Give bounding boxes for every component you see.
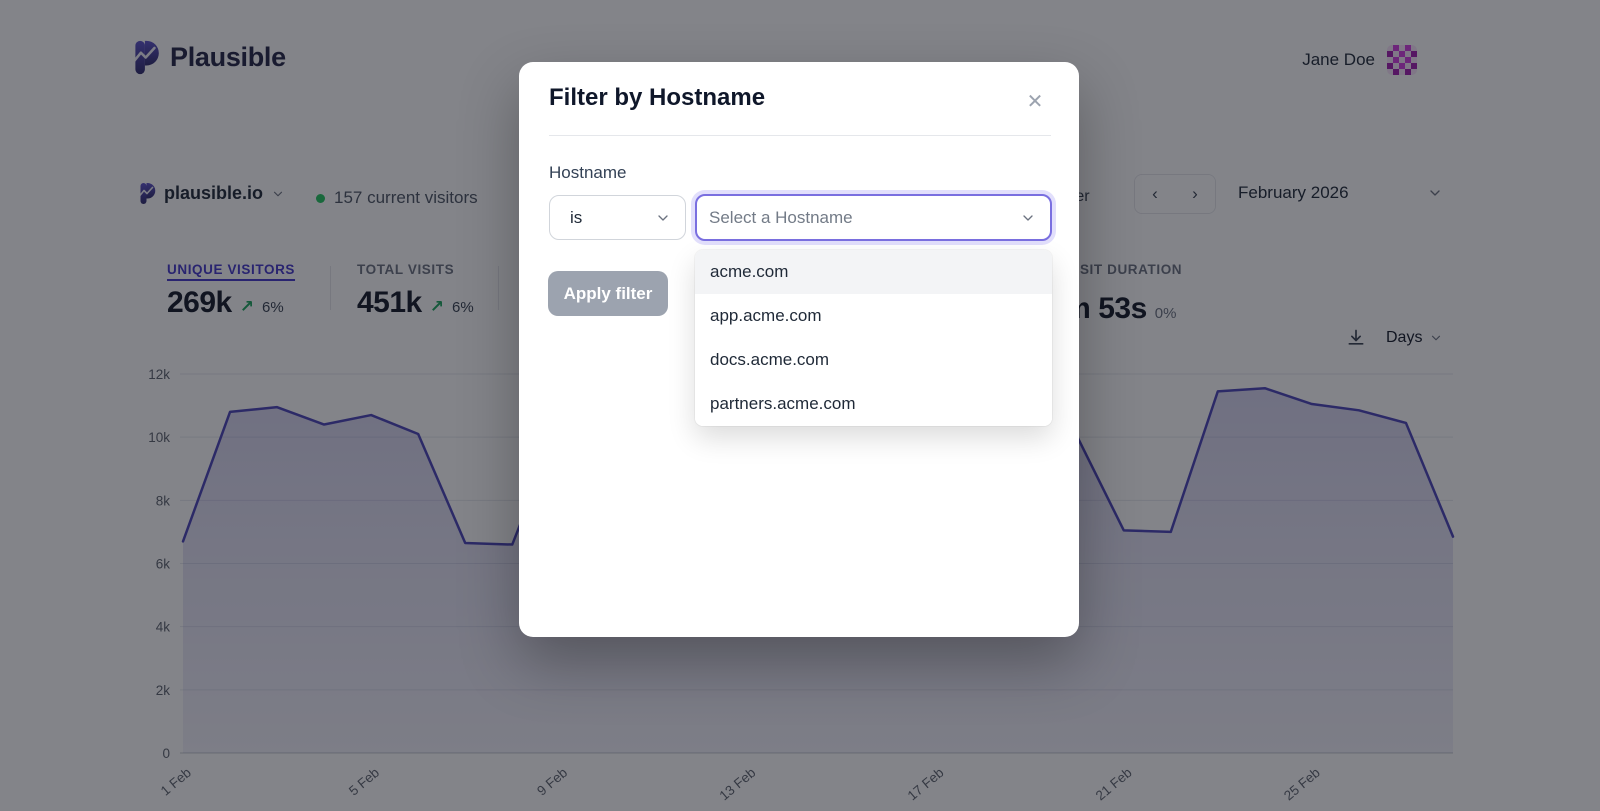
hostname-option[interactable]: partners.acme.com — [695, 382, 1052, 426]
operator-value: is — [570, 207, 583, 227]
modal-divider — [549, 135, 1051, 136]
close-icon[interactable]: ✕ — [1023, 90, 1047, 114]
hostname-options-listbox: acme.com app.acme.com docs.acme.com partner… — [695, 250, 1052, 426]
modal-title: Filter by Hostname — [549, 84, 766, 111]
hostname-option[interactable]: docs.acme.com — [695, 338, 1052, 382]
apply-filter-button[interactable]: Apply filter — [548, 271, 668, 316]
hostname-combobox[interactable]: Select a Hostname — [695, 194, 1052, 241]
hostname-option[interactable]: app.acme.com — [695, 294, 1052, 338]
chevron-down-icon — [1023, 214, 1033, 221]
combobox-placeholder: Select a Hostname — [709, 207, 853, 227]
operator-select[interactable]: is — [549, 195, 686, 240]
filter-by-hostname-modal: Filter by Hostname ✕ Hostname is Select … — [519, 62, 1079, 637]
hostname-field-label: Hostname — [549, 163, 627, 182]
hostname-option[interactable]: acme.com — [695, 250, 1052, 294]
chevron-down-icon — [658, 214, 668, 221]
